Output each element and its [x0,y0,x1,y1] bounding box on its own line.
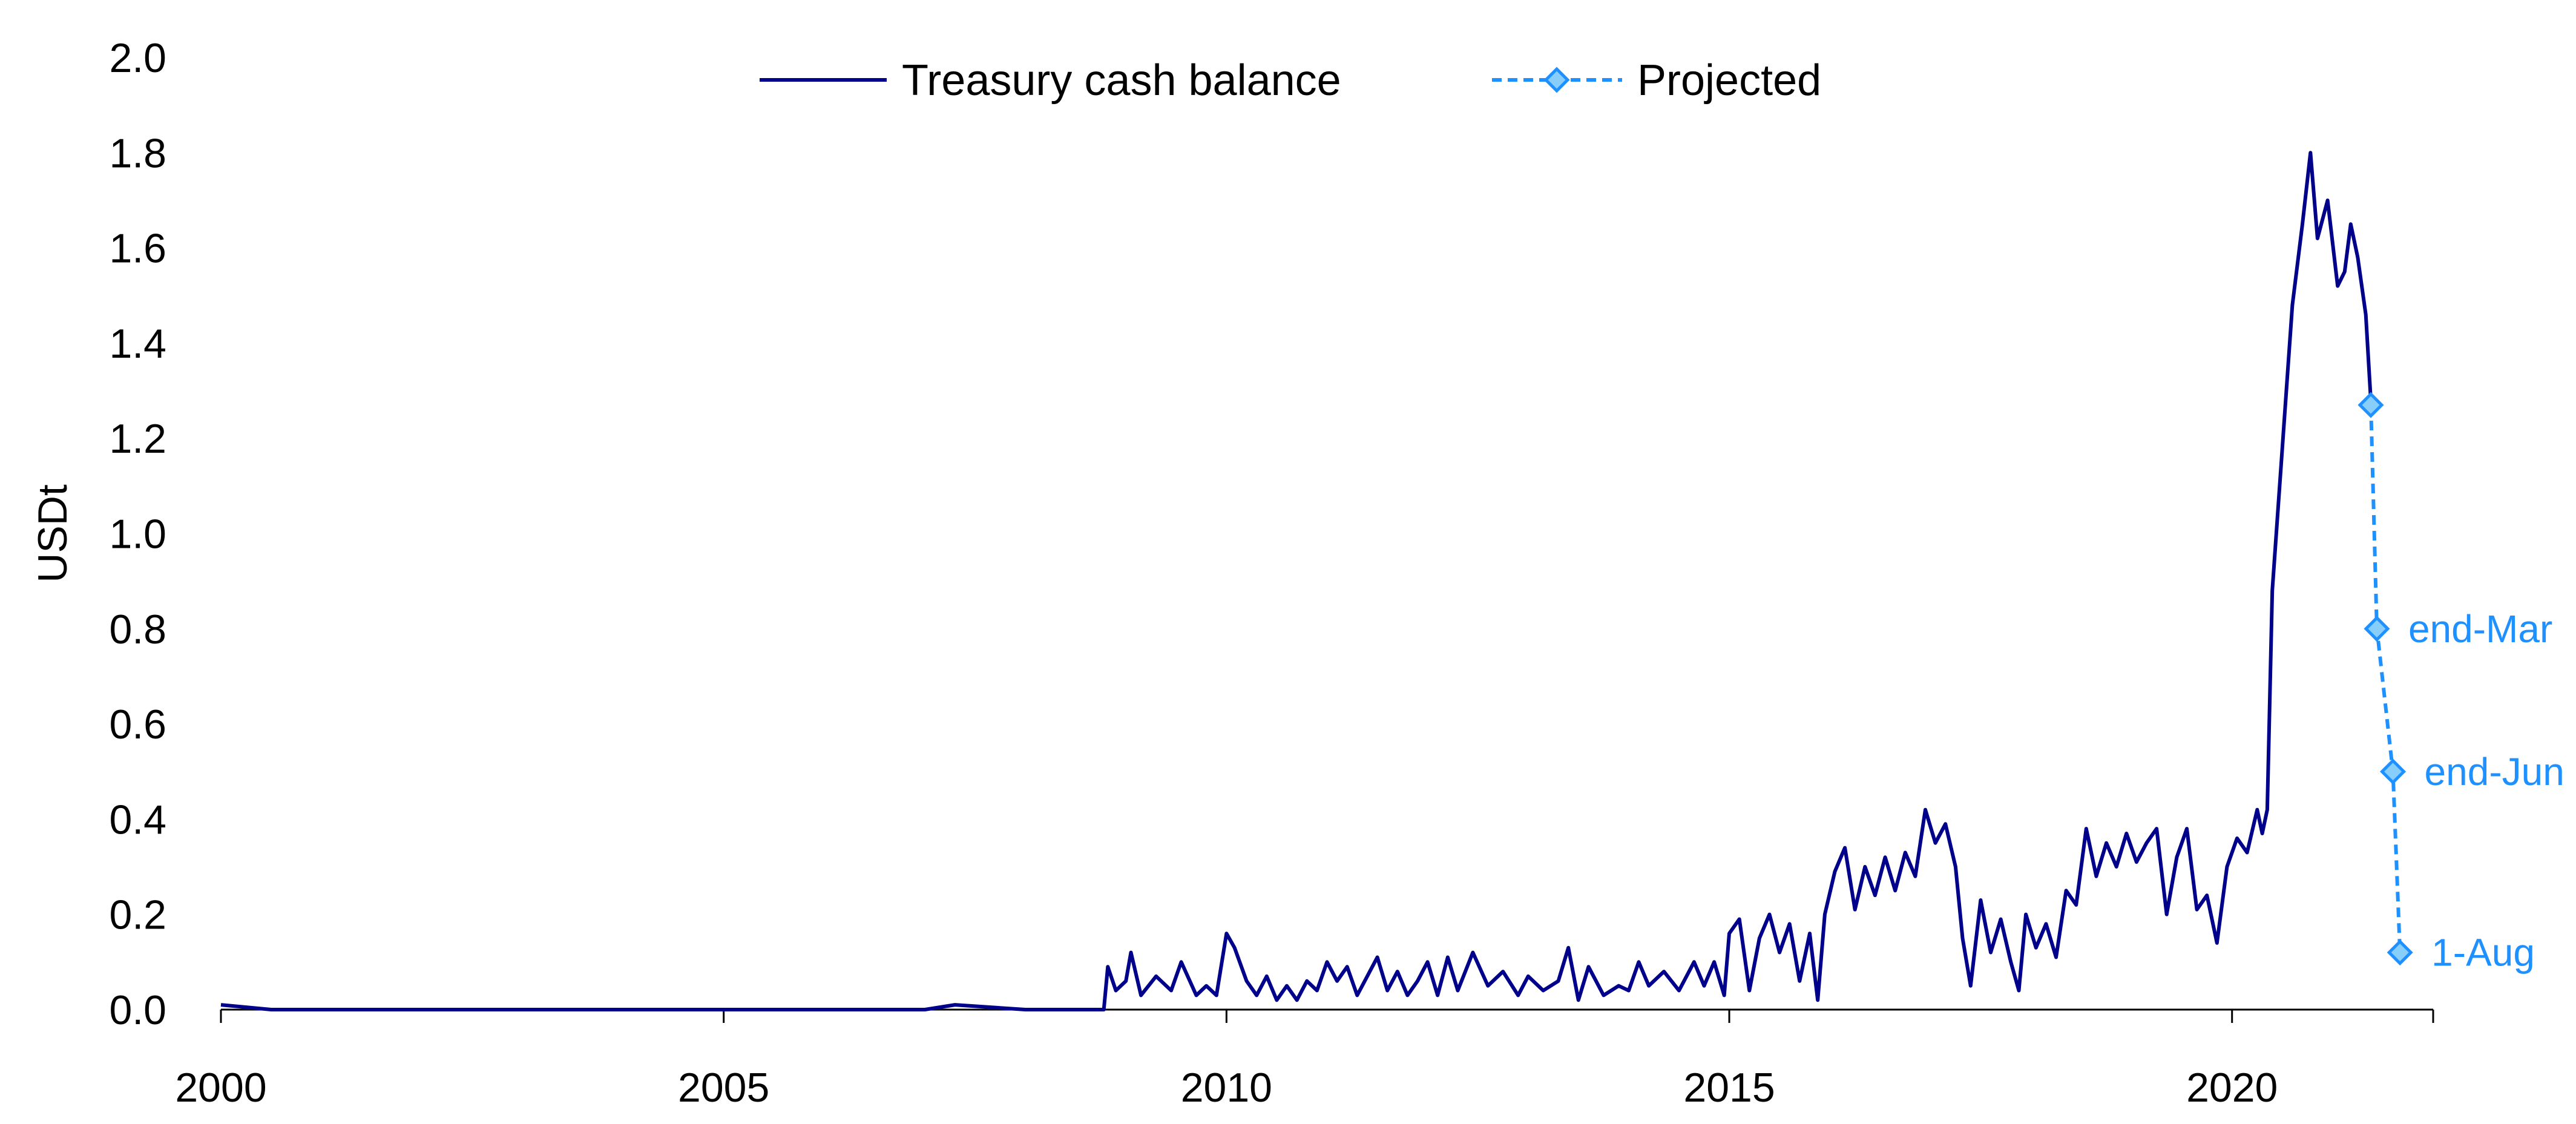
projection-annotation: 1-Aug [2431,931,2535,974]
projected-point [2364,616,2390,642]
y-axis-label: USDt [30,484,76,583]
y-tick-label: 0.8 [109,606,166,652]
y-axis-ticks: 0.0 0.2 0.4 0.6 0.8 1.0 1.2 1.4 1.6 1.8 2.0 [109,35,166,1033]
projection-annotation: end-Jun [2425,750,2564,794]
projected-line [2369,405,2402,953]
y-tick-label: 0.0 [109,987,166,1033]
projection-annotation: end-Mar [2408,607,2552,651]
x-tick-label: 2005 [678,1065,769,1111]
legend-marker-projected [1543,67,1570,93]
y-tick-label: 1.2 [109,416,166,462]
y-tick-label: 0.2 [109,892,166,938]
y-tick-label: 1.6 [109,226,166,272]
legend: Treasury cash balance Projected [760,56,1821,105]
x-tick-label: 2010 [1181,1065,1272,1111]
y-tick-label: 1.8 [109,130,166,176]
projected-point [2358,392,2384,418]
x-axis-ticks: 2000 2005 2010 2015 2020 [175,1010,2434,1111]
y-tick-label: 0.4 [109,797,166,843]
y-tick-label: 1.4 [109,321,166,367]
projected-point [2387,939,2413,966]
x-tick-label: 2000 [175,1065,266,1111]
y-tick-label: 1.0 [109,511,166,557]
treasury-cash-balance-line [220,151,2373,1011]
y-tick-label: 0.6 [109,702,166,748]
projected-point [2380,758,2407,785]
legend-label-projected: Projected [1637,56,1821,105]
y-tick-label: 2.0 [109,35,166,81]
series-group: end-Mar end-Jun 1-Aug [220,151,2564,1011]
legend-label-treasury: Treasury cash balance [902,56,1341,105]
x-tick-label: 2015 [1683,1065,1775,1111]
x-tick-label: 2020 [2186,1065,2278,1111]
